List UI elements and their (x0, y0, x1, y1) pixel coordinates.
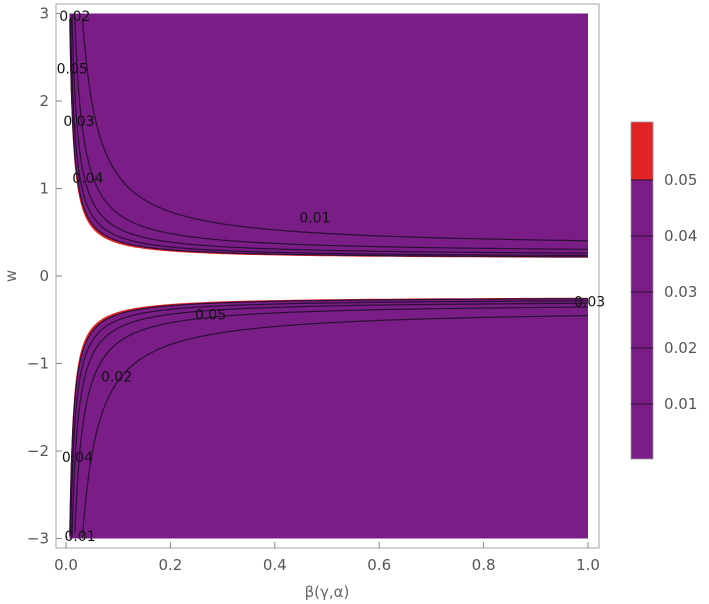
colorbar-exceed-swatch (631, 122, 653, 180)
contour-label: 0.05 (195, 308, 226, 324)
x-tick-label: 0.6 (367, 556, 391, 574)
y-tick-label: 0 (39, 267, 49, 285)
colorbar-tick-label: 0.05 (664, 171, 697, 189)
y-tick-label: 3 (39, 5, 49, 23)
x-axis-label: β(γ,α) (305, 583, 350, 601)
colorbar-fill-swatch (631, 180, 653, 459)
contour-line-upper-0-02 (74, 16, 589, 250)
contour-label: 0.05 (57, 62, 88, 78)
y-tick-label: 2 (39, 92, 49, 110)
contour-line-upper-0-04 (70, 17, 589, 257)
contour-label: 0.03 (574, 294, 605, 310)
contour-label: 0.01 (64, 529, 95, 545)
x-tick-label: 0.2 (158, 556, 182, 574)
contour-line-lower-0-01 (81, 315, 589, 538)
contour-label: 0.04 (62, 450, 93, 466)
x-tick-label: 0.0 (54, 556, 78, 574)
contour-label: 0.02 (101, 370, 132, 386)
contour-line-upper-0-03 (71, 14, 589, 254)
y-tick-label: −1 (27, 355, 49, 373)
contour-line-lower-0-05 (69, 298, 589, 536)
colorbar-frame (630, 121, 654, 460)
contour-line-lower-0-02 (74, 306, 589, 534)
colorbar-tick-label: 0.04 (664, 227, 697, 245)
contour-line-lower-0-03 (71, 302, 588, 535)
x-tick-label: 0.4 (263, 556, 287, 574)
contour-label: 0.01 (299, 210, 330, 226)
colorbar-tick-label: 0.02 (664, 339, 697, 357)
upper-filled-region (69, 13, 588, 258)
colorbar-tick-label: 0.03 (664, 283, 697, 301)
contour-label: 0.02 (59, 9, 90, 25)
contour-line-upper-0-01 (81, 18, 589, 242)
x-tick-label: 0.8 (472, 556, 496, 574)
y-axis-label: w (2, 270, 20, 282)
contour-label: 0.04 (72, 171, 103, 187)
contour-line-lower-0-04 (70, 300, 588, 532)
contour-label: 0.03 (63, 114, 94, 130)
colorbar-tick-label: 0.01 (664, 395, 697, 413)
lower-filled-region (69, 298, 588, 539)
x-tick-label: 1.0 (576, 556, 600, 574)
contour-line-upper-0-05 (69, 19, 589, 258)
y-tick-label: −3 (27, 530, 49, 548)
y-tick-label: −2 (27, 442, 49, 460)
y-tick-label: 1 (39, 180, 49, 198)
